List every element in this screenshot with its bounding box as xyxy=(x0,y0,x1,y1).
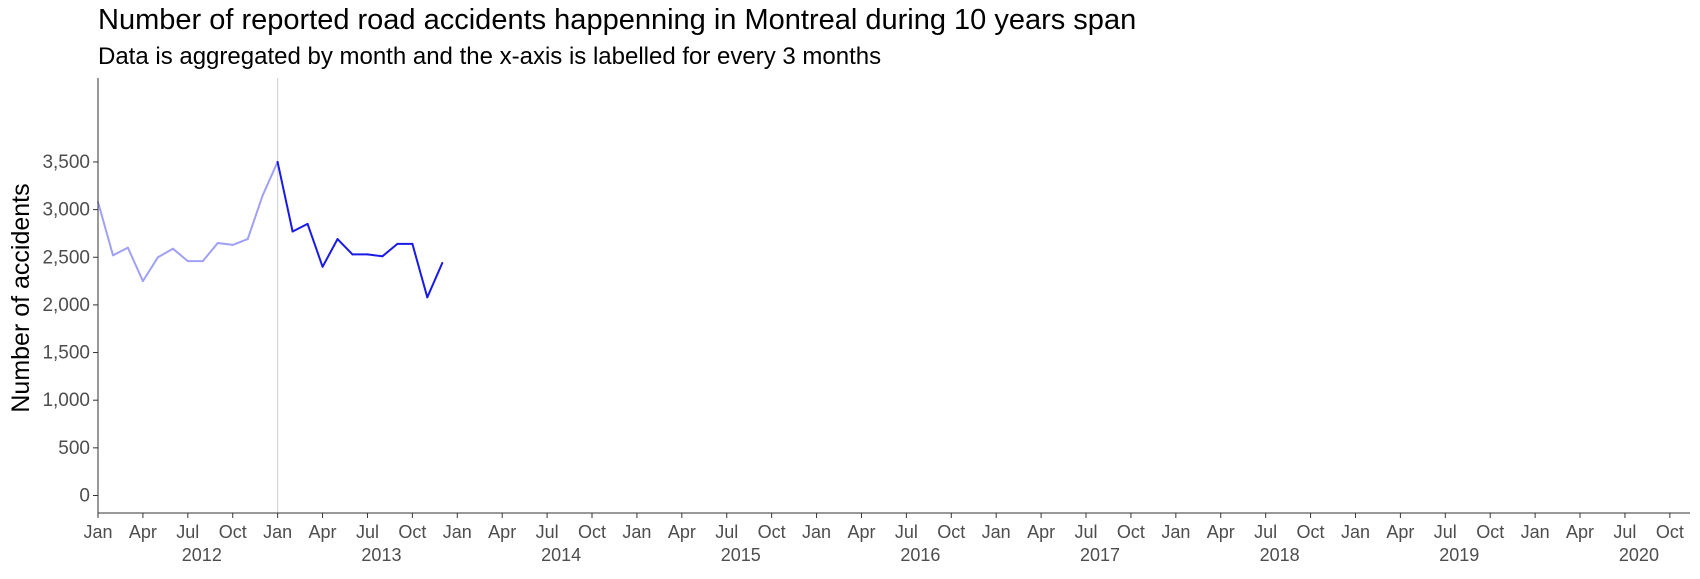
data-point xyxy=(171,247,174,250)
x-tick-label: Jan xyxy=(802,522,831,542)
data-point xyxy=(141,280,144,283)
x-tick-label: Jul xyxy=(1613,522,1636,542)
x-year-label: 2012 xyxy=(182,545,222,565)
chart-title: Number of reported road accidents happen… xyxy=(98,4,1137,36)
data-point xyxy=(441,262,444,264)
x-tick-label: Oct xyxy=(758,522,786,542)
series-line-2 xyxy=(276,161,444,299)
data-point xyxy=(261,194,264,197)
x-tick-label: Jan xyxy=(263,522,292,542)
chart-subtitle: Data is aggregated by month and the x-ax… xyxy=(98,43,882,70)
x-year-label: 2019 xyxy=(1439,545,1479,565)
x-year-label: 2016 xyxy=(900,545,940,565)
data-point xyxy=(381,255,384,258)
x-tick-label: Apr xyxy=(1566,522,1594,542)
x-tick-label: Jul xyxy=(356,522,379,542)
x-tick-label: Apr xyxy=(129,522,157,542)
data-point xyxy=(306,222,309,225)
data-point xyxy=(186,260,189,263)
x-tick-label: Jul xyxy=(1254,522,1277,542)
x-tick-label: Jan xyxy=(443,522,472,542)
data-point xyxy=(321,265,324,268)
data-point xyxy=(126,246,129,249)
x-tick-label: Jul xyxy=(895,522,918,542)
data-point xyxy=(426,296,429,299)
x-tick-label: Apr xyxy=(847,522,875,542)
y-tick-label: 500 xyxy=(58,438,90,459)
x-tick-label: Apr xyxy=(1027,522,1055,542)
y-tick-label: 3,000 xyxy=(42,200,90,221)
x-year-label: 2017 xyxy=(1080,545,1120,565)
data-point xyxy=(366,253,369,256)
y-axis-ticks: 0 500 1,000 1,500 2,000 2,500 3,000 3,500 xyxy=(42,152,98,507)
x-tick-label: Oct xyxy=(578,522,606,542)
x-tick-label: Jul xyxy=(536,522,559,542)
x-tick-label: Jan xyxy=(622,522,651,542)
y-tick-label: 1,000 xyxy=(42,390,90,411)
x-year-label: 2014 xyxy=(541,545,581,565)
data-point xyxy=(411,242,414,245)
data-point xyxy=(351,253,354,256)
x-tick-label: Jan xyxy=(1341,522,1370,542)
series-layer xyxy=(97,160,444,299)
x-year-label: 2020 xyxy=(1619,545,1659,565)
series-line-1 xyxy=(97,161,279,283)
y-axis-label: Number of accidents xyxy=(7,183,35,412)
x-year-label: 2013 xyxy=(361,545,401,565)
data-point xyxy=(291,230,294,233)
x-tick-label: Jul xyxy=(1434,522,1457,542)
x-tick-label: Jul xyxy=(176,522,199,542)
x-tick-label: Apr xyxy=(668,522,696,542)
y-tick-label: 1,500 xyxy=(42,343,90,364)
x-tick-label: Oct xyxy=(1297,522,1325,542)
data-point xyxy=(276,160,279,163)
data-point xyxy=(112,254,114,257)
data-point xyxy=(201,260,204,263)
x-tick-label: Oct xyxy=(937,522,965,542)
data-point xyxy=(336,238,339,241)
y-tick-label: 0 xyxy=(79,486,90,507)
y-tick-label: 3,500 xyxy=(42,152,90,173)
x-tick-label: Jan xyxy=(1521,522,1550,542)
x-tick-label: Oct xyxy=(1656,522,1684,542)
x-year-label: 2018 xyxy=(1260,545,1300,565)
x-tick-label: Apr xyxy=(1207,522,1235,542)
x-year-label: 2015 xyxy=(721,545,761,565)
x-tick-label: Jan xyxy=(83,522,112,542)
x-tick-label: Apr xyxy=(309,522,337,542)
y-tick-label: 2,500 xyxy=(42,247,90,268)
x-tick-label: Jul xyxy=(715,522,738,542)
x-tick-label: Jul xyxy=(1075,522,1098,542)
data-point xyxy=(216,242,219,244)
y-tick-label: 2,000 xyxy=(42,295,90,316)
data-point xyxy=(396,242,399,245)
x-tick-label: Jan xyxy=(982,522,1011,542)
x-tick-label: Apr xyxy=(1386,522,1414,542)
x-tick-label: Jan xyxy=(1161,522,1190,542)
x-tick-label: Oct xyxy=(1476,522,1504,542)
data-point xyxy=(246,238,249,241)
x-axis-ticks: Jan Apr Jul 2012 Oct Jan Apr Jul 2013 Oct Jan Apr Ju… xyxy=(83,513,1684,565)
x-tick-label: Oct xyxy=(1117,522,1145,542)
x-tick-label: Oct xyxy=(219,522,247,542)
data-point xyxy=(231,243,234,246)
data-point xyxy=(156,256,159,259)
x-tick-label: Oct xyxy=(398,522,426,542)
x-tick-label: Apr xyxy=(488,522,516,542)
